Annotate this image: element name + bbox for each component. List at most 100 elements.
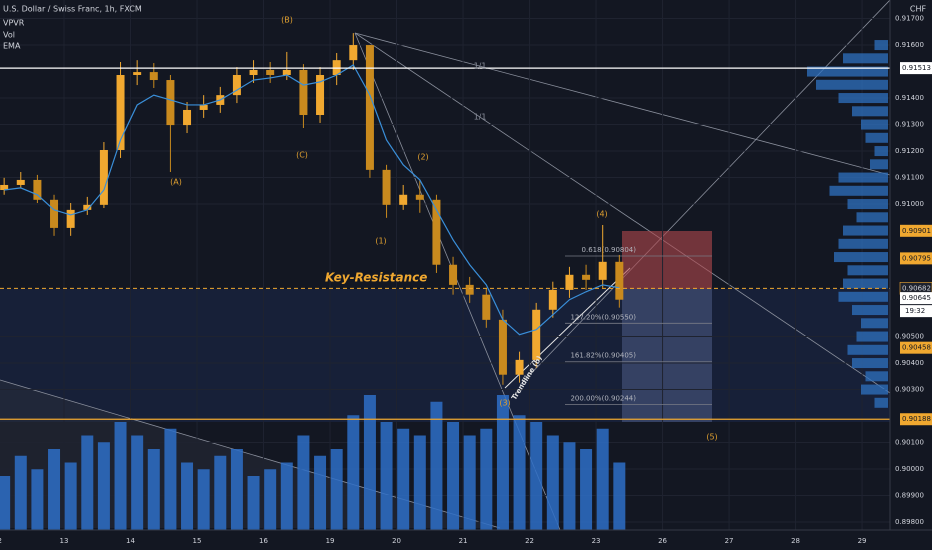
volume-bar	[563, 442, 576, 530]
volume-bar	[546, 435, 559, 530]
fib-label: 127.20%(0.90550)	[570, 313, 636, 321]
y-tick-label: 0.91000	[895, 200, 924, 208]
volume-bar	[280, 462, 293, 530]
volume-bar	[131, 435, 144, 530]
volume-profile-bar	[847, 344, 888, 355]
candle-body	[199, 104, 208, 110]
candle-body	[615, 261, 624, 300]
price-axis	[890, 0, 932, 550]
price-badge	[900, 341, 932, 354]
stop-zone	[622, 231, 712, 289]
fib-label: 161.82%(0.90405)	[570, 352, 636, 360]
candle-body	[515, 359, 524, 375]
fib-label: 0.618(0.90804)	[582, 246, 637, 254]
wave-label: (3)	[499, 399, 510, 408]
volume-bar	[247, 476, 260, 530]
indicator: EMA	[3, 42, 21, 51]
volume-profile-bar	[874, 40, 888, 51]
y-tick-label: 0.90000	[895, 465, 924, 473]
volume-bar	[181, 462, 194, 530]
wave-label: (B)	[281, 16, 293, 25]
wave-label: (C)	[296, 151, 308, 160]
volume-bar	[81, 435, 94, 530]
wave-label: (5)	[706, 433, 717, 442]
volume-bar	[31, 469, 44, 530]
volume-profile-bar	[865, 132, 888, 143]
price-badge-label: 0.90188	[902, 415, 931, 423]
y-tick-label: 0.91700	[895, 15, 924, 23]
candle-body	[565, 274, 574, 290]
volume-profile-bar	[856, 331, 888, 342]
volume-bar	[14, 455, 27, 530]
x-tick-label: 20	[392, 537, 401, 545]
candle-body	[598, 261, 607, 280]
candle-body	[116, 74, 125, 150]
wave-label: (2)	[417, 153, 428, 162]
y-tick-label: 0.89800	[895, 518, 924, 526]
volume-bar	[230, 449, 243, 530]
volume-bar	[413, 435, 426, 530]
wave-label: (4)	[596, 210, 607, 219]
volume-profile-bar	[847, 199, 888, 210]
y-tick-label: 0.90500	[895, 333, 924, 341]
volume-bar	[397, 428, 410, 530]
volume-bar	[480, 428, 493, 530]
target-zone	[622, 289, 712, 422]
candle-body	[183, 109, 192, 126]
volume-profile-bar	[816, 79, 888, 90]
volume-profile-bar	[843, 225, 888, 236]
indicator: Vol	[3, 31, 15, 40]
volume-bar	[64, 462, 77, 530]
volume-bar	[496, 395, 509, 530]
volume-bar	[314, 455, 327, 530]
volume-profile-bar	[838, 291, 888, 302]
price-badge-label: 0.90682	[902, 284, 931, 292]
candle-body	[33, 179, 42, 200]
candle-body	[432, 199, 441, 265]
volume-bar	[147, 449, 160, 530]
countdown: 19:32	[905, 307, 925, 315]
volume-profile-bar	[856, 212, 888, 223]
volume-bar	[197, 469, 210, 530]
candle-body	[316, 74, 325, 116]
fib-label: 200.00%(0.90244)	[570, 394, 636, 402]
candle-body	[548, 289, 557, 310]
volume-bar	[114, 422, 127, 530]
candle-body	[149, 72, 158, 81]
fan-line	[354, 32, 891, 394]
candle-body	[133, 72, 142, 75]
candle-body	[249, 69, 258, 75]
key-resistance-label: Key-Resistance	[325, 271, 427, 285]
volume-bar	[48, 449, 61, 530]
price-badge-label: 0.91513	[902, 64, 931, 72]
x-tick-label: 28	[791, 537, 800, 545]
x-tick-label: 23	[592, 537, 601, 545]
candle-body	[50, 199, 59, 228]
volume-profile-bar	[807, 66, 888, 77]
price-badge	[900, 252, 932, 265]
x-tick-label: 27	[725, 537, 734, 545]
resistance-zone	[0, 289, 890, 422]
volume-profile-bar	[829, 185, 888, 196]
countdown-badge	[900, 305, 932, 318]
price-badge	[900, 224, 932, 237]
x-tick-label: 13	[60, 537, 69, 545]
candle-body	[449, 264, 458, 285]
x-tick-label: 14	[126, 537, 135, 545]
volume-profile-bar	[852, 358, 888, 369]
candle-body	[266, 69, 275, 75]
fan-label: 1/1	[474, 113, 487, 122]
x-tick-label: 19	[326, 537, 335, 545]
y-tick-label: 0.91300	[895, 121, 924, 129]
y-tick-label: 0.90100	[895, 439, 924, 447]
y-tick-label: 0.90400	[895, 359, 924, 367]
volume-bar	[214, 455, 227, 530]
volume-profile-bar	[852, 305, 888, 316]
candle-body	[232, 74, 241, 96]
x-tick-label: 15	[193, 537, 202, 545]
volume-profile-bar	[870, 159, 888, 170]
currency: CHF	[910, 5, 927, 14]
volume-profile-bar	[834, 252, 888, 263]
volume-profile-bar	[865, 371, 888, 382]
